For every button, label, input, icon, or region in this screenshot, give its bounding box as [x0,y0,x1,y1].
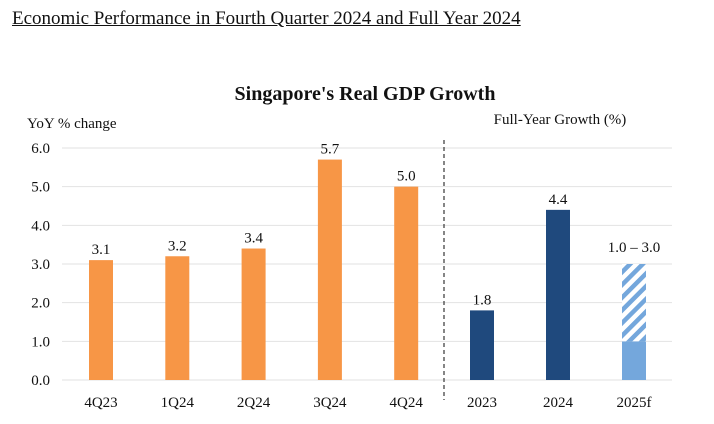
data-label-4Q23: 3.1 [92,242,111,258]
y-tick-label: 0.0 [31,373,50,389]
data-label-2Q24: 3.4 [244,231,263,247]
y-tick-label: 2.0 [31,296,50,312]
bar-forecast-range-2025f [622,263,646,342]
y-tick-label: 5.0 [31,180,50,196]
page-title: Economic Performance in Fourth Quarter 2… [12,8,521,29]
y-axis-label: YoY % change [27,116,117,132]
y-tick-label: 1.0 [31,334,50,350]
data-label-4Q24: 5.0 [397,169,416,185]
data-label-1Q24: 3.2 [168,238,187,254]
data-label-2024: 4.4 [549,192,568,208]
x-tick-label: 4Q23 [84,395,117,411]
x-tick-label: 2025f [617,395,652,411]
x-tick-label: 2Q24 [237,395,271,411]
y-tick-label: 3.0 [31,257,50,273]
bar-2Q24 [241,248,266,380]
bar-4Q24 [394,186,419,380]
chart-title: Singapore's Real GDP Growth [235,83,496,105]
x-tick-label: 2024 [543,395,574,411]
y-tick-label: 6.0 [31,141,50,157]
data-label-3Q24: 5.7 [321,142,340,158]
bar-1Q24 [165,256,190,380]
y-tick-label: 4.0 [31,218,50,234]
data-label-2025f: 1.0 – 3.0 [608,240,661,256]
x-tick-label: 4Q24 [390,395,424,411]
bar-3Q24 [317,159,342,380]
x-tick-label: 3Q24 [313,395,347,411]
bar-2024 [546,209,570,380]
bar-4Q23 [89,260,113,380]
full-year-title: Full-Year Growth (%) [494,112,627,128]
x-tick-label: 1Q24 [161,395,195,411]
bar-2023 [470,310,494,380]
x-tick-label: 2023 [467,395,497,411]
data-label-2023: 1.8 [473,292,492,308]
bar-forecast-low-2025f [622,341,646,380]
